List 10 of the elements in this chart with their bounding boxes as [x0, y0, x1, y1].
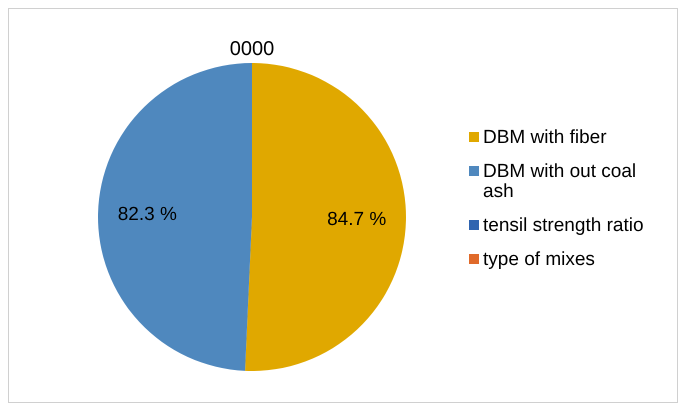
pie-slice	[245, 63, 406, 371]
text: 00	[230, 38, 252, 60]
data-label: 82.3 %	[118, 204, 177, 226]
text: 00	[252, 38, 274, 60]
pie-slice	[98, 63, 252, 371]
legend-label: tensil strength ratio	[483, 214, 645, 236]
legend-label: DBM with fiber	[483, 126, 608, 148]
legend-label: type of mixes	[483, 248, 596, 270]
legend-label: DBM with out coal ash	[483, 160, 638, 202]
data-label: 84.7 %	[327, 208, 386, 230]
